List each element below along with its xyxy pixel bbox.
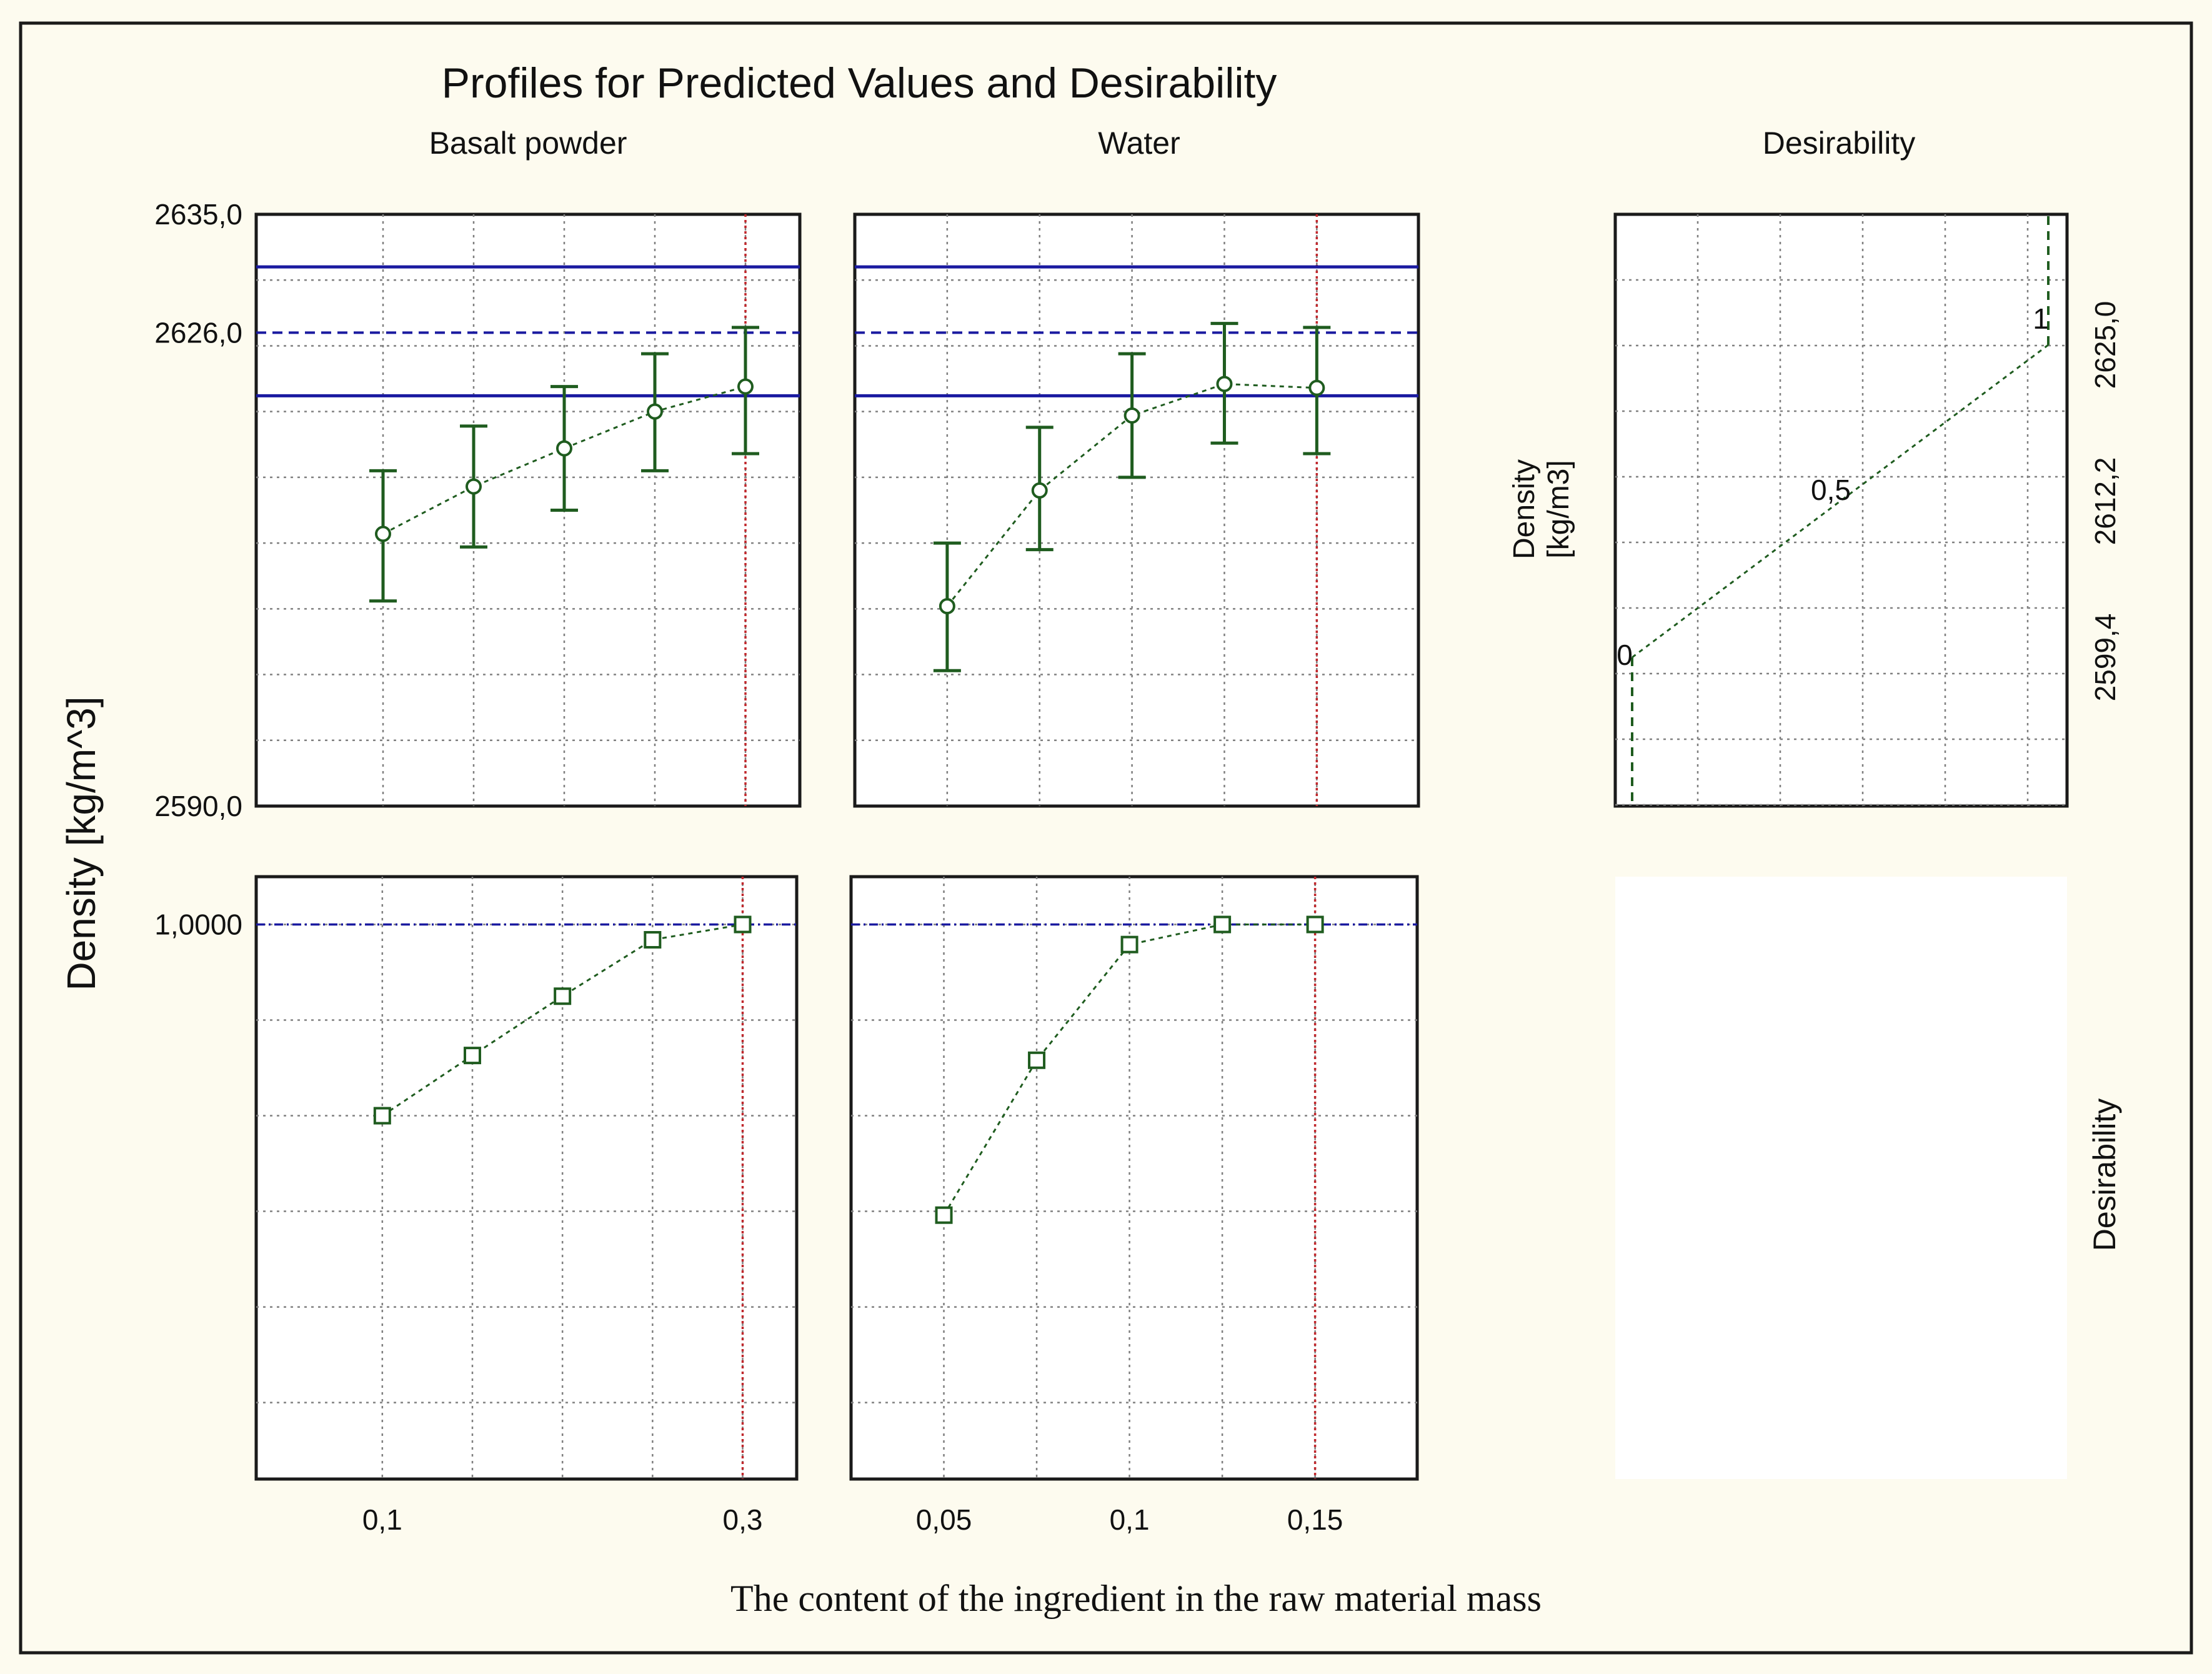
y-tick-label-density-1: 2626,0: [154, 316, 242, 349]
desirability-right-tick-label-2: 2599,4: [2089, 614, 2121, 702]
water-density-data-point-0: [939, 598, 955, 615]
x-axis-label: The content of the ingredient in the raw…: [730, 1578, 1542, 1619]
basalt-desirability-data-point-3: [644, 930, 662, 949]
basalt-density-data-point-2: [556, 440, 572, 457]
panel-title-water: Water: [1098, 126, 1180, 161]
desirability-function-axis-label-line2: [kg/m3]: [1542, 460, 1575, 558]
basalt-desirability-trend-line: [381, 924, 743, 1117]
y-tick-label-desirability: 1,0000: [154, 909, 242, 941]
y-axis-label: Density [kg/m^3]: [59, 696, 104, 990]
desirability-right-tick-label-0: 2625,0: [2089, 301, 2121, 389]
water-density-data-point-3: [1216, 376, 1233, 392]
water-desirability-data-point-3: [1213, 915, 1232, 934]
panel-title-basalt: Basalt powder: [429, 126, 627, 161]
water-density-data-point-4: [1308, 379, 1325, 396]
water-desirability-plot-area: [849, 875, 1419, 1481]
water-desirability-data-point-2: [1120, 935, 1138, 954]
desirability-function-axis-label-line1: Density: [1508, 459, 1541, 559]
basalt-desirability-data-point-0: [373, 1107, 391, 1125]
desirability-point-label-half: 0,5: [1811, 474, 1851, 506]
water-density-plot-area: [853, 212, 1420, 808]
desirability-point-label-0: 0: [1617, 639, 1633, 671]
basalt-desirability-data-point-4: [734, 915, 752, 934]
desirability-right-tick-label-1: 2612,2: [2089, 457, 2121, 546]
panel-title-desirability: Desirability: [1763, 126, 1916, 161]
water-desirability-data-point-4: [1306, 915, 1324, 934]
desirability-function-axis-label: Density [kg/m3]: [1508, 459, 1575, 559]
basalt-density-data-point-4: [737, 378, 754, 395]
empty-panel: [1615, 877, 2067, 1479]
basalt-density-data-point-3: [647, 403, 663, 420]
x-tick-label-water-1: 0,1: [1110, 1503, 1150, 1536]
x-tick-label-basalt-0: 0,1: [362, 1503, 402, 1536]
basalt-density-data-point-0: [375, 526, 391, 542]
chart-title: Profiles for Predicted Values and Desira…: [442, 59, 1277, 107]
x-tick-label-basalt-1: 0,3: [723, 1503, 763, 1536]
y-tick-label-density-2: 2590,0: [154, 790, 242, 822]
desirability-point-label-1: 1: [2033, 302, 2049, 335]
desirability-axis-label: Desirability: [2087, 1099, 2122, 1252]
basalt-density-data-point-1: [466, 478, 482, 495]
basalt-density-plot-area: [254, 212, 802, 808]
x-tick-label-water-0: 0,05: [916, 1503, 972, 1536]
x-tick-label-water-2: 0,15: [1287, 1503, 1343, 1536]
water-density-data-point-2: [1123, 407, 1140, 424]
water-desirability-data-point-1: [1028, 1051, 1046, 1069]
basalt-desirability-data-point-2: [554, 987, 572, 1005]
y-tick-label-density-0: 2635,0: [154, 198, 242, 231]
water-density-trend-line: [946, 382, 1317, 607]
figure-frame: [19, 21, 2193, 1655]
basalt-desirability-plot-area: [254, 875, 799, 1481]
water-density-data-point-1: [1031, 482, 1048, 499]
water-desirability-data-point-0: [935, 1206, 953, 1224]
desirability-function-plot-area: [1613, 212, 2069, 808]
basalt-desirability-data-point-1: [464, 1047, 481, 1065]
